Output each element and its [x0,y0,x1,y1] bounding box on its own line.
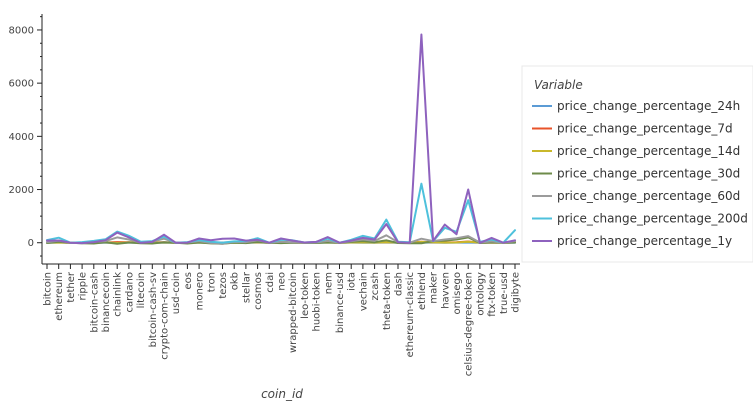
x-tick-label: zcash [370,272,381,300]
x-tick-label: tether [66,271,77,302]
x-tick-label: omisego [452,272,463,314]
x-tick-label: bitcoin [43,272,54,306]
legend-label: price_change_percentage_24h [557,99,740,113]
legend-label: price_change_percentage_30d [557,167,740,181]
legend-title: Variable [534,78,583,92]
y-tick-label: 0 [28,238,34,249]
x-tick-label: crypto-com-chain [160,272,171,360]
x-tick-label: litecoin [136,272,147,308]
x-tick-label: bitcoin-cash [89,272,100,333]
legend: Variable price_change_percentage_24hpric… [522,66,753,262]
x-axis-title: coin_id [261,387,303,401]
x-tick-label: celsius-degree-token [464,272,475,376]
x-tick-label: true-usd [499,272,510,314]
x-tick-label: theta-token [382,272,393,330]
x-tick-label: ripple [78,272,89,301]
y-tick-label: 4000 [9,132,34,143]
y-tick-label: 2000 [9,185,34,196]
x-tick-label: ethereum-classic [405,272,416,357]
x-tick-label: wrapped-bitcoin [288,272,299,353]
x-tick-label: maker [429,271,440,303]
x-tick-label: bitcoin-cash-sv [148,272,159,347]
x-tick-label: dash [394,272,405,296]
x-tick-label: binance-usd [335,272,346,333]
x-tick-label: neo [277,272,288,291]
x-tick-label: stellar [241,271,252,303]
legend-box [522,66,753,262]
legend-label: price_change_percentage_1y [557,234,732,248]
x-tick-label: tezos [218,272,229,299]
legend-label: price_change_percentage_200d [557,212,748,226]
legend-label: price_change_percentage_60d [557,189,740,203]
x-tick-label: cdai [265,272,276,293]
x-tick-label: chainlink [113,272,124,317]
y-tick-label: 8000 [9,25,34,36]
x-tick-label: havven [440,272,451,309]
x-tick-label: usd-coin [171,272,182,314]
x-tick-label: ftx-token [487,272,498,317]
x-tick-label: tron [206,272,217,292]
x-tick-label: ethereum [54,272,65,321]
x-tick-label: eos [183,272,194,289]
x-tick-label: digibyte [511,272,522,313]
x-tick-label: okb [230,272,241,290]
legend-label: price_change_percentage_7d [557,122,733,136]
x-tick-label: nem [323,272,334,294]
x-tick-label: vechain [358,272,369,311]
legend-label: price_change_percentage_14d [557,144,740,158]
x-tick-label: monero [195,272,206,310]
x-tick-label: binancecoin [101,272,112,332]
x-tick-label: ethlend [417,272,428,310]
x-tick-label: leo-token [300,272,311,319]
x-tick-label: iota [347,272,358,291]
x-tick-label: huobi-token [312,272,323,332]
y-tick-label: 6000 [9,79,34,90]
x-tick-label: cosmos [253,272,264,310]
x-tick-label: ontology [475,272,486,316]
x-tick-label: cardano [124,272,135,313]
